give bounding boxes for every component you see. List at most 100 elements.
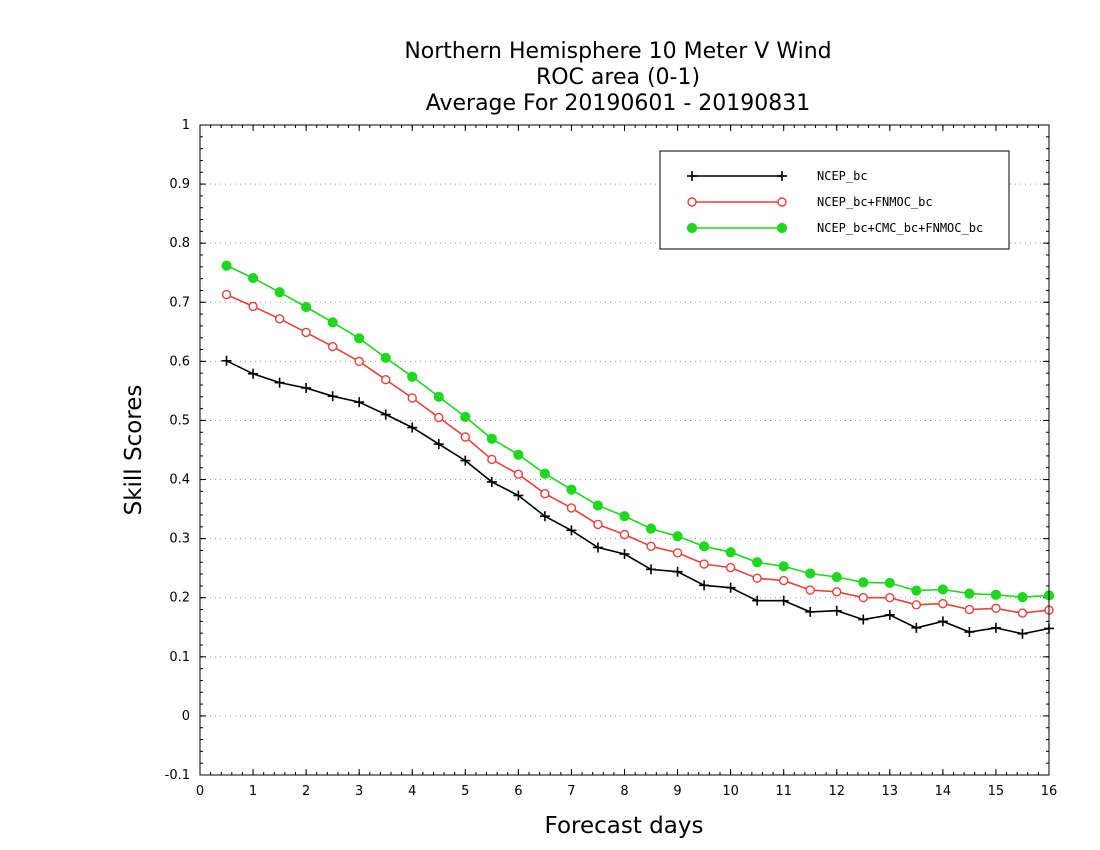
legend-label: NCEP_bc+FNMOC_bc [817,195,933,209]
data-point [380,409,391,420]
data-point [699,580,710,591]
data-point [460,432,471,442]
data-point [407,371,418,382]
x-tick-label: 16 [1041,784,1058,799]
y-tick-label: 0.9 [169,177,190,192]
data-point [301,382,312,393]
data-point [221,355,232,366]
data-point [884,609,895,620]
data-point [805,568,816,579]
series-1 [221,289,1054,618]
data-point [540,489,550,499]
data-point [911,600,922,610]
data-point [354,397,365,408]
y-tick-label: 0.3 [169,532,190,547]
data-point [778,575,789,586]
data-point [938,598,948,609]
data-point [274,314,285,324]
legend-box [659,150,1010,250]
plot-frame [199,124,1050,776]
legend-label: NCEP_bc+CMC_bc+FNMOC_bc [817,221,983,235]
x-tick-label: 6 [514,784,522,799]
x-tick-label: 12 [828,784,845,799]
data-point [1017,628,1028,639]
data-point [539,511,550,522]
data-point [646,564,657,575]
data-point [619,529,630,540]
y-tick-label: 0.8 [169,236,190,251]
legend-marker-start [687,171,697,181]
x-tick-label: 14 [935,784,952,799]
data-point [566,484,577,495]
series-line [226,264,1050,598]
x-tick-label: 13 [882,784,899,799]
y-tick-label: 0 [182,709,190,724]
data-point [725,562,736,573]
data-point [619,549,630,559]
legend-entry: NCEP_bc [687,169,868,183]
chart-title: Northern Hemisphere 10 Meter V Wind ROC … [404,39,831,116]
data-point [248,368,259,379]
data-point [327,341,338,352]
data-point [274,377,285,388]
y-tick-label: 0.5 [169,413,190,428]
data-point [247,272,259,284]
data-point [964,588,975,599]
series-2 [221,260,1055,603]
data-point [805,585,815,595]
data-point [752,573,762,583]
data-point [433,439,444,450]
data-point [778,595,789,606]
x-tick-label: 15 [988,784,1005,799]
data-point [672,531,683,542]
data-point [486,433,497,444]
data-point [964,604,975,615]
data-point [698,541,710,552]
data-point [592,500,604,511]
data-point [513,469,524,479]
title-line-1: Northern Hemisphere 10 Meter V Wind [404,39,831,64]
x-tick-label: 0 [196,784,204,799]
x-tick-label: 1 [249,784,257,799]
data-point [593,519,603,530]
data-point [752,557,763,568]
legend-entry: NCEP_bc+CMC_bc+FNMOC_bc [686,221,983,235]
data-point [513,490,524,501]
data-point [407,422,418,433]
data-point [699,559,709,569]
data-point [327,317,338,328]
data-point [460,455,471,466]
data-point [911,622,922,633]
data-point [991,603,1001,614]
series-line [226,360,1050,635]
data-point [301,301,312,313]
x-tick-label: 10 [722,784,739,799]
x-tick-label: 4 [408,784,416,799]
data-point [805,606,816,617]
data-point [990,622,1001,633]
y-axis-title: Skill Scores [121,385,147,516]
x-tick-label: 3 [355,784,363,799]
data-point [248,301,258,312]
x-axis-ticks: 0 1 2 3 4 5 6 7 8 9 10 11 12 13 14 15 16 [196,125,1057,799]
legend-entry: NCEP_bc+FNMOC_bc [687,195,933,209]
data-point [885,593,895,603]
data-point [964,627,975,637]
data-point [831,571,842,583]
data-point [407,393,417,403]
x-tick-label: 2 [302,784,310,799]
data-point [672,566,683,577]
data-point [354,356,364,367]
data-point [221,289,232,300]
data-point [301,327,311,338]
x-tick-label: 11 [775,784,792,799]
series-layer [221,260,1055,639]
x-tick-label: 7 [567,784,575,799]
data-point [381,374,391,385]
data-point [937,584,948,595]
data-point [725,582,736,593]
data-point [858,614,869,625]
series-line [226,293,1050,614]
data-point [858,593,868,603]
data-point [778,561,789,572]
